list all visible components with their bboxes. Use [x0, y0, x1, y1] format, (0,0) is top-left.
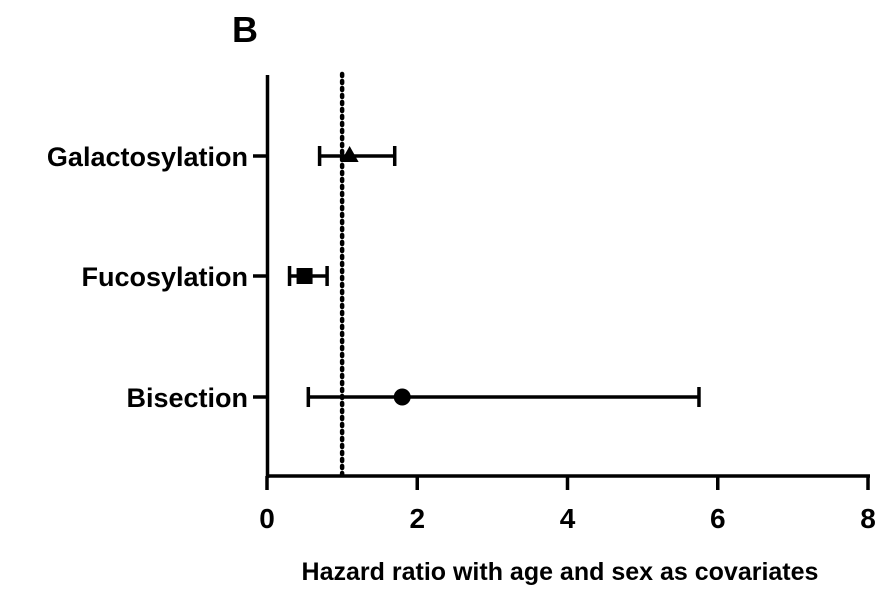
forest-row: Galactosylation	[47, 142, 397, 172]
row-label: Bisection	[126, 383, 248, 413]
panel-label: B	[232, 9, 258, 50]
x-axis-label: Hazard ratio with age and sex as covaria…	[302, 558, 819, 586]
x-tick-label: 8	[860, 503, 876, 534]
x-tick-label: 2	[409, 503, 425, 534]
x-axis-ticks: 0 2 4 6 8	[259, 476, 876, 534]
estimate-marker-square	[296, 268, 313, 284]
estimate-marker-circle	[393, 388, 411, 406]
row-label: Fucosylation	[81, 262, 248, 292]
x-tick-label: 0	[259, 503, 275, 534]
row-label: Galactosylation	[47, 142, 248, 172]
forest-rows: Galactosylation Fucosylation Bisection	[47, 142, 701, 413]
x-tick-label: 6	[710, 503, 726, 534]
x-tick-label: 4	[560, 503, 576, 534]
estimate-marker-triangle	[340, 146, 359, 162]
forest-row: Bisection	[126, 383, 701, 413]
forest-row: Fucosylation	[81, 262, 329, 292]
